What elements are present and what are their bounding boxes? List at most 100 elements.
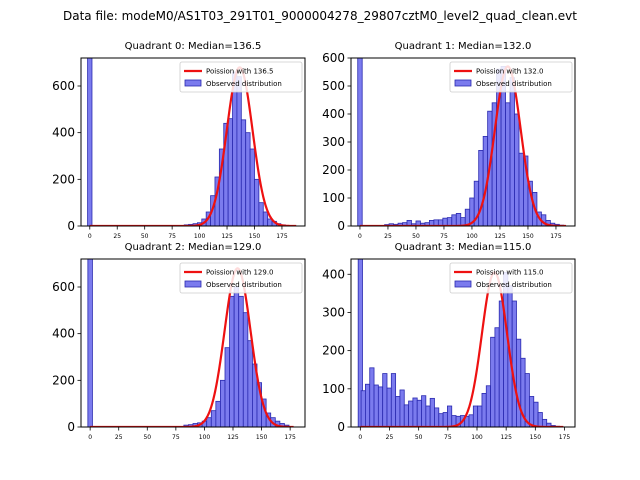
quadrant-3-bar	[365, 383, 371, 427]
quadrant-3-bar	[490, 336, 496, 427]
quadrant-2-xtick-label: 150	[256, 434, 268, 441]
quadrant-3-bar	[386, 387, 392, 427]
quadrant-0-xtick-label: 175	[276, 233, 288, 240]
quadrant-2-xtick-label: 50	[143, 434, 151, 441]
quadrant-2-bar	[233, 286, 240, 427]
quadrant-0-axes: 0 200 400 600 0 25 50 75 100 125 150 175 Quadrant 0:…	[52, 41, 306, 240]
quadrant-3-bar	[442, 412, 448, 427]
quadrant-0-xtick-label: 75	[168, 233, 176, 240]
quadrant-1-bar	[451, 214, 457, 226]
quadrant-3-legend: Poission with 115.0 Observed distribution	[449, 262, 573, 294]
quadrant-3-bar	[529, 396, 535, 427]
quadrant-3-bar	[494, 327, 500, 427]
quadrant-3-xtick-label: 175	[559, 434, 571, 441]
quadrant-0-bar	[249, 148, 255, 226]
figure-suptitle: Data file: modeM0/AS1T03_291T01_90000042…	[63, 9, 577, 23]
quadrant-1-legend: Poission with 132.0 Observed distribution	[449, 61, 573, 93]
quadrant-1-title: Quadrant 1: Median=132.0	[395, 41, 532, 52]
quadrant-3-bar	[447, 405, 453, 427]
quadrant-3-ytick-label: 400	[322, 267, 345, 281]
quadrant-0-frame	[80, 57, 306, 227]
quadrant-2-bar-spike	[87, 259, 93, 427]
quadrant-3-ytick-label: 300	[322, 305, 345, 319]
quadrant-2-bar	[220, 379, 226, 427]
quadrant-0-legend-bar-swatch	[184, 79, 202, 87]
quadrant-0-bar	[232, 71, 238, 226]
quadrant-2-xtick-label: 25	[115, 434, 123, 441]
quadrant-3-bar	[360, 390, 366, 427]
quadrant-2-plot	[87, 259, 294, 427]
quadrant-3-bar	[434, 407, 440, 427]
quadrant-1-xtick-label: 75	[440, 233, 448, 240]
quadrant-2-bar	[224, 347, 230, 427]
quadrant-2-bar	[238, 295, 244, 427]
quadrant-0-bar	[240, 119, 247, 226]
quadrant-3-xtick-label: 125	[500, 434, 512, 441]
quadrant-3-bar	[503, 271, 509, 427]
quadrant-3-title: Quadrant 3: Median=115.0	[395, 242, 532, 253]
quadrant-3-bar	[382, 373, 388, 427]
quadrant-3-bar-spike	[357, 259, 363, 427]
quadrant-1-bar	[514, 113, 520, 226]
quadrant-2-xtick-label: 175	[284, 434, 296, 441]
quadrant-1-xtick-label: 100	[466, 233, 478, 240]
quadrant-3-bar	[511, 300, 517, 427]
quadrant-0-xtick-label: 0	[88, 233, 92, 240]
quadrant-0-xtick-label: 100	[194, 233, 206, 240]
quadrant-3-bar	[425, 405, 431, 427]
quadrant-1-ytick-label: 300	[322, 135, 345, 149]
quadrant-3-bar	[395, 396, 401, 427]
quadrant-2-legend-bar-swatch	[184, 280, 202, 288]
quadrant-3-bar	[498, 300, 504, 427]
quadrant-3-bar	[399, 389, 405, 427]
quadrant-1-bar	[505, 102, 511, 226]
quadrant-3-axes: 0 100 200 300 400 0 25 50 75 100 125 150 175 Quadrant…	[322, 242, 576, 441]
quadrant-2-bar	[210, 410, 217, 427]
quadrant-0-xtick-label: 150	[249, 233, 261, 240]
quadrant-3-bar	[408, 400, 414, 427]
quadrant-1-legend-observed: Observed distribution	[476, 80, 552, 88]
quadrant-1-xtick-label: 25	[384, 233, 392, 240]
quadrant-2-xtick-label: 125	[227, 434, 239, 441]
quadrant-2-bar	[247, 340, 253, 427]
quadrant-0-ytick-label: 400	[52, 126, 75, 140]
quadrant-3-legend-observed: Observed distribution	[476, 281, 552, 289]
quadrant-0-xtick-label: 125	[221, 233, 233, 240]
quadrant-3-bar	[416, 399, 422, 427]
quadrant-2-bar	[229, 295, 235, 427]
quadrant-3-bar	[412, 397, 418, 427]
quadrant-1-ytick-label: 400	[322, 107, 345, 121]
quadrant-0-legend-observed: Observed distribution	[206, 80, 282, 88]
quadrant-3-bar	[477, 405, 483, 427]
quadrant-3-bar	[373, 384, 379, 427]
quadrant-3-xtick-label: 75	[444, 434, 452, 441]
quadrant-2-ytick-label: 600	[52, 280, 75, 294]
quadrant-3-bar	[421, 395, 427, 427]
quadrant-3-ytick-label: 200	[322, 344, 345, 358]
quadrant-2-axes: 0 200 400 600 0 25 50 75 100 125 150 175 Quadrant 2:…	[52, 242, 306, 441]
quadrant-0-xtick-label: 25	[113, 233, 121, 240]
quadrant-2-xtick-label: 100	[199, 434, 211, 441]
quadrant-3-bar	[516, 338, 522, 427]
quadrant-3-xtick-label: 0	[358, 434, 362, 441]
quadrant-0-ytick-label: 200	[52, 172, 75, 186]
quadrant-1-legend-box	[449, 61, 573, 93]
quadrant-2-legend-box	[179, 262, 303, 294]
quadrant-2-bar	[206, 417, 212, 427]
quadrant-3-legend-poisson: Poission with 115.0	[476, 269, 544, 277]
quadrant-2-legend-observed: Observed distribution	[206, 281, 282, 289]
quadrant-3-xtick-label: 100	[471, 434, 483, 441]
quadrant-3-bar	[472, 405, 479, 427]
quadrant-0-bar	[258, 202, 264, 226]
quadrant-2-legend-poisson: Poission with 129.0	[206, 269, 274, 277]
quadrant-1-legend-bar-swatch	[454, 79, 472, 87]
quadrant-3-frame	[350, 258, 576, 428]
quadrant-3-bar	[485, 385, 491, 427]
quadrant-0-bar	[254, 178, 260, 226]
quadrant-0-legend-box	[179, 61, 303, 93]
quadrant-3-ytick-label: 0	[337, 420, 345, 434]
quadrant-0-bar	[245, 132, 251, 226]
quadrant-2-ytick-label: 0	[67, 420, 75, 434]
quadrant-3-bar	[468, 414, 474, 427]
